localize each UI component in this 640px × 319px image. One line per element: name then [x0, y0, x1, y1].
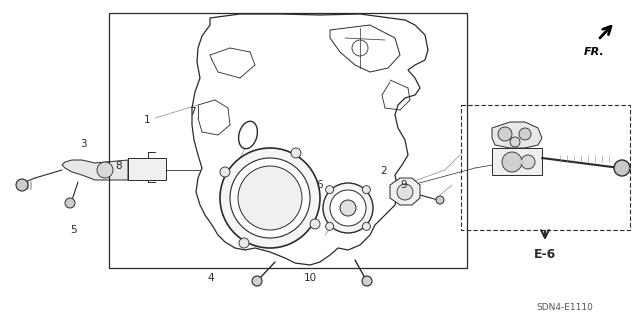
Bar [128, 158, 166, 180]
Circle shape [362, 186, 371, 194]
Circle shape [519, 128, 531, 140]
Circle shape [326, 186, 333, 194]
Circle shape [436, 196, 444, 204]
Bar [461, 105, 630, 230]
Circle shape [310, 219, 320, 229]
Circle shape [362, 222, 371, 230]
Circle shape [326, 222, 333, 230]
Circle shape [510, 137, 520, 147]
Circle shape [614, 160, 630, 176]
Circle shape [291, 148, 301, 158]
Text: 10: 10 [304, 272, 317, 283]
Polygon shape [492, 122, 542, 148]
Text: 6: 6 [317, 180, 323, 190]
Bar [109, 13, 467, 268]
Circle shape [340, 200, 356, 216]
Polygon shape [390, 178, 420, 205]
Text: SDN4-E1110: SDN4-E1110 [536, 303, 593, 313]
Text: 7: 7 [189, 107, 195, 117]
Text: 9: 9 [400, 180, 406, 190]
Circle shape [220, 148, 320, 248]
Circle shape [498, 127, 512, 141]
Circle shape [238, 166, 302, 230]
Polygon shape [62, 160, 128, 180]
Text: 3: 3 [80, 138, 86, 149]
Circle shape [502, 152, 522, 172]
Circle shape [362, 276, 372, 286]
Circle shape [65, 198, 75, 208]
Circle shape [252, 276, 262, 286]
Circle shape [220, 167, 230, 177]
Circle shape [16, 179, 28, 191]
Text: 2: 2 [381, 166, 387, 176]
Text: FR.: FR. [584, 47, 604, 57]
Polygon shape [492, 148, 542, 175]
Text: 1: 1 [144, 115, 150, 125]
Ellipse shape [239, 121, 257, 149]
Circle shape [521, 155, 535, 169]
Text: 5: 5 [70, 225, 77, 235]
Circle shape [323, 183, 373, 233]
Text: 4: 4 [208, 272, 214, 283]
Circle shape [330, 190, 366, 226]
Circle shape [230, 158, 310, 238]
Circle shape [239, 238, 249, 248]
Text: E-6: E-6 [534, 249, 556, 262]
Text: 8: 8 [115, 161, 122, 171]
Circle shape [97, 162, 113, 178]
Circle shape [397, 184, 413, 200]
